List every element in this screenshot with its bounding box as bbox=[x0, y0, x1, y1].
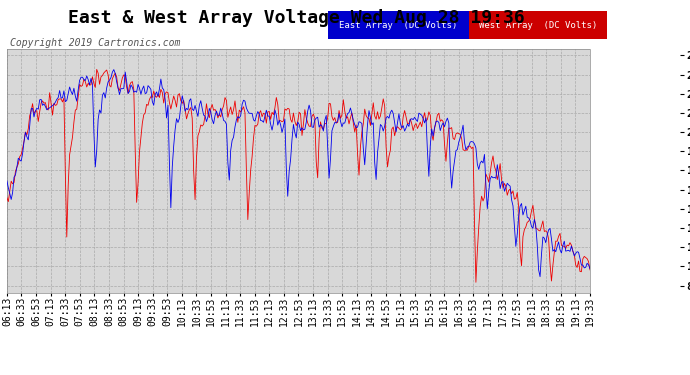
Text: West Array  (DC Volts): West Array (DC Volts) bbox=[479, 21, 598, 30]
Text: East Array  (DC Volts): East Array (DC Volts) bbox=[339, 21, 457, 30]
Text: East & West Array Voltage Wed Aug 28 19:36: East & West Array Voltage Wed Aug 28 19:… bbox=[68, 9, 525, 27]
Text: Copyright 2019 Cartronics.com: Copyright 2019 Cartronics.com bbox=[10, 38, 181, 48]
